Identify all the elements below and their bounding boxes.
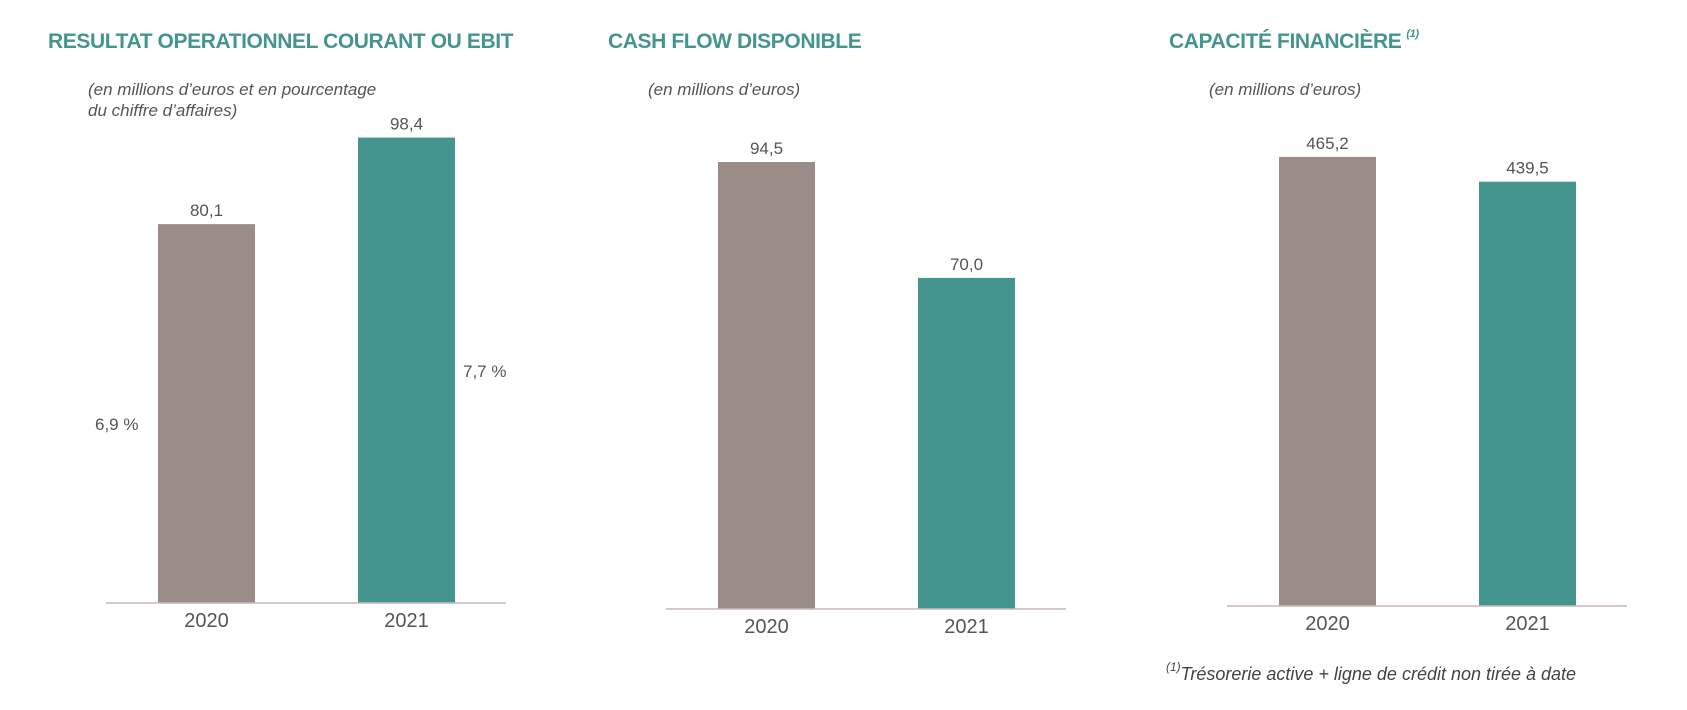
chart-subtitle: (en millions d’euros) xyxy=(648,80,801,99)
chart-subtitle: (en millions d’euros) xyxy=(1209,80,1362,99)
category-label: 2021 xyxy=(944,616,989,638)
bar-2020 xyxy=(158,224,255,603)
category-label: 2021 xyxy=(384,610,429,632)
bar-2020 xyxy=(718,162,815,609)
bar-2021 xyxy=(918,277,1015,609)
value-label: 98,4 xyxy=(390,115,423,134)
ebit-chart-panel: RESULTAT OPERATIONNEL COURANT OU EBIT (e… xyxy=(0,0,520,710)
category-label: 2020 xyxy=(184,610,229,632)
chart-title: CAPACITÉ FINANCIÈRE (1) xyxy=(1169,28,1419,54)
value-label: 465,2 xyxy=(1306,134,1349,153)
footnote-text: Trésorerie active + ligne de crédit non … xyxy=(1180,664,1577,684)
category-label: 2020 xyxy=(1305,613,1350,635)
ebit-bar-chart: 80,1 2020 98,4 2021 6,9 % 7,7 % xyxy=(95,115,506,632)
bar-2021 xyxy=(1479,181,1576,606)
chart-title: CASH FLOW DISPONIBLE xyxy=(608,30,862,53)
footnote: (1)Trésorerie active + ligne de crédit n… xyxy=(1166,660,1577,685)
chart-subtitle: (en millions d’euros et en pourcentage d… xyxy=(88,80,377,120)
bar-2020 xyxy=(1279,156,1376,606)
value-label: 80,1 xyxy=(190,201,223,220)
percent-label: 6,9 % xyxy=(95,415,138,434)
footnote-marker: (1) xyxy=(1166,660,1181,674)
financial-capacity-chart-panel: CAPACITÉ FINANCIÈRE (1) (en millions d’eu… xyxy=(1124,0,1644,710)
percent-label: 7,7 % xyxy=(463,362,506,381)
value-label: 70,0 xyxy=(950,255,983,274)
cash-flow-chart-panel: CASH FLOW DISPONIBLE (en millions d’euro… xyxy=(562,0,1082,710)
chart-title-text: CAPACITÉ FINANCIÈRE xyxy=(1169,30,1402,53)
value-label: 439,5 xyxy=(1506,159,1549,178)
bar-2021 xyxy=(358,137,455,603)
financial-capacity-bar-chart: 465,2 2020 439,5 2021 xyxy=(1227,134,1627,635)
cash-flow-bar-chart: 94,5 2020 70,0 2021 xyxy=(666,139,1066,638)
chart-title: RESULTAT OPERATIONNEL COURANT OU EBIT xyxy=(48,30,514,53)
category-label: 2020 xyxy=(744,616,789,638)
title-note-marker: (1) xyxy=(1406,28,1419,40)
category-label: 2021 xyxy=(1505,613,1550,635)
value-label: 94,5 xyxy=(750,139,783,158)
